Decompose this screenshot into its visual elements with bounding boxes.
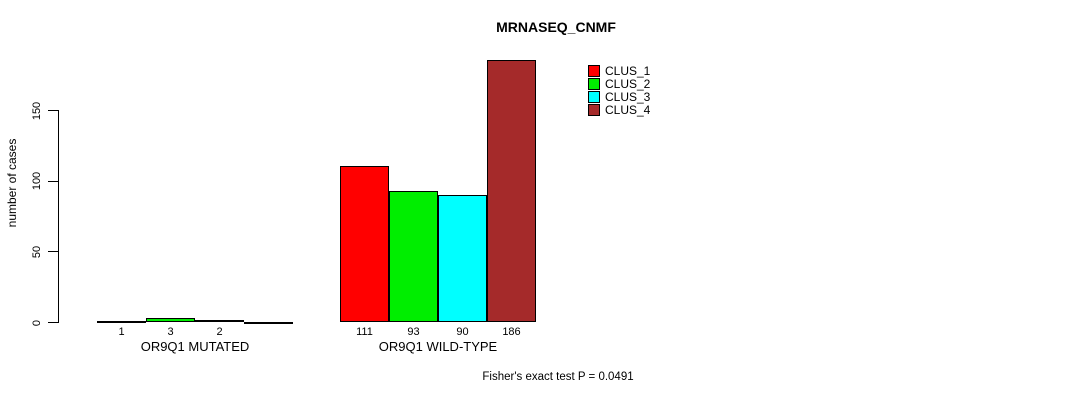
y-tick-label: 100 — [31, 172, 43, 191]
bar-CLUS_4 — [487, 59, 536, 323]
legend-label: CLUS_4 — [605, 102, 651, 117]
bar-CLUS_1 — [340, 165, 389, 323]
legend-row-CLUS_2: CLUS_2 — [588, 77, 650, 90]
legend-row-CLUS_1: CLUS_1 — [588, 64, 650, 77]
bar-CLUS_3 — [438, 195, 487, 323]
legend-label: CLUS_3 — [605, 89, 651, 104]
legend-swatch-CLUS_1 — [588, 64, 600, 77]
annotation-text: Fisher's exact test P = 0.0491 — [482, 371, 634, 383]
bar-CLUS_1 — [97, 321, 146, 324]
legend-swatch-CLUS_4 — [588, 103, 600, 116]
bar-value-label: 3 — [167, 326, 174, 338]
bar-value-label: 2 — [216, 326, 223, 338]
y-axis-line — [58, 110, 59, 323]
bar-value-label: 111 — [356, 326, 373, 338]
legend-swatch-CLUS_2 — [588, 77, 600, 90]
bar-value-label: 93 — [407, 326, 420, 338]
legend-label: CLUS_2 — [605, 76, 651, 91]
y-tick-mark — [48, 110, 58, 112]
bar-value-label: 1 — [118, 326, 125, 338]
y-tick-mark — [48, 251, 58, 253]
y-tick-mark — [48, 322, 58, 323]
legend-row-CLUS_4: CLUS_4 — [588, 103, 650, 116]
x-group-label: OR9Q1 WILD-TYPE — [378, 339, 498, 354]
bar-CLUS_4 — [244, 321, 293, 324]
legend: CLUS_1 CLUS_2 CLUS_3 CLUS_4 — [588, 64, 650, 116]
y-axis-title: number of cases — [5, 138, 19, 228]
y-tick-mark — [48, 180, 58, 182]
legend-swatch-CLUS_3 — [588, 90, 600, 103]
legend-label: CLUS_1 — [605, 63, 651, 78]
bar-value-label: 90 — [456, 326, 469, 338]
bar-CLUS_2 — [146, 318, 195, 323]
x-group-label: OR9Q1 MUTATED — [140, 339, 250, 354]
bar-CLUS_3 — [195, 319, 244, 323]
y-tick-label: 0 — [31, 319, 43, 326]
y-tick-label: 50 — [31, 245, 43, 258]
chart-title: MRNASEQ_CNMF — [496, 19, 616, 35]
legend-row-CLUS_3: CLUS_3 — [588, 90, 650, 103]
bar-value-label: 186 — [502, 326, 521, 338]
y-tick-label: 150 — [31, 101, 43, 120]
bar-CLUS_2 — [389, 191, 438, 323]
